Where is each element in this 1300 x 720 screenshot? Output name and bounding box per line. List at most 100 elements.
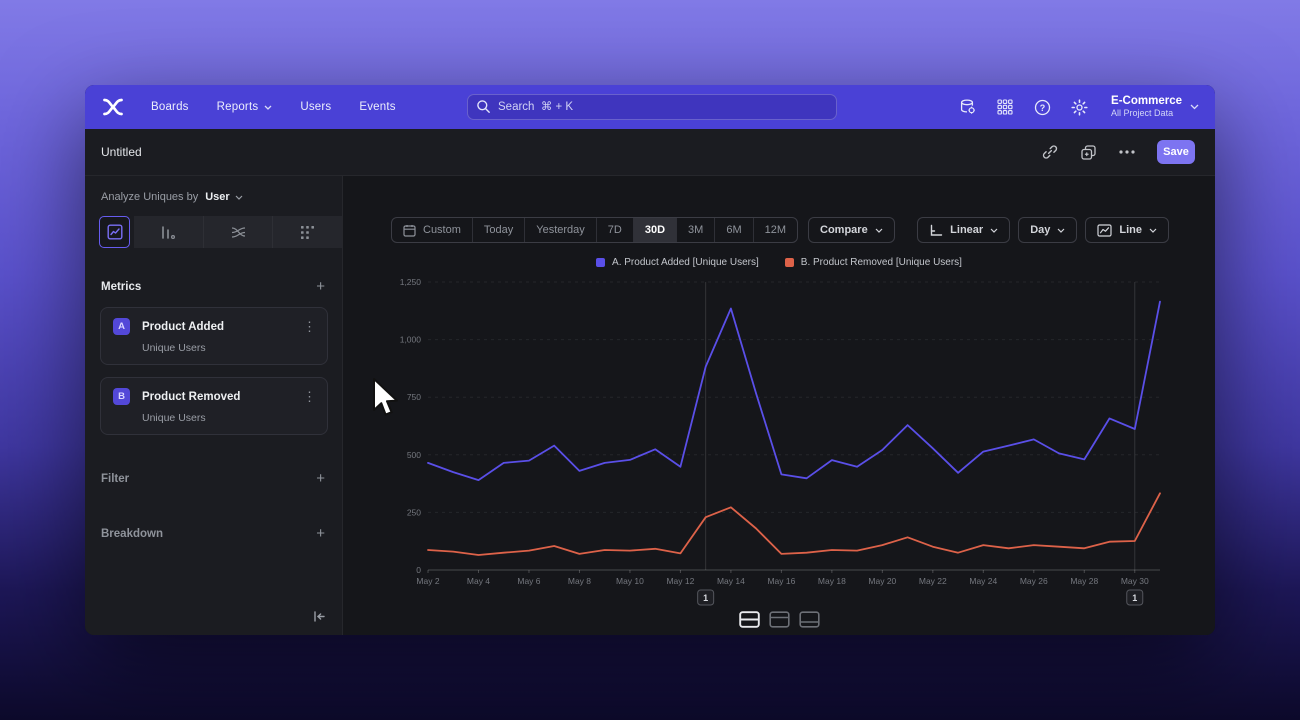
y-axis-label: 750 [407,392,421,402]
metric-card-b[interactable]: B Product Removed ⋮ Unique Users [100,377,328,435]
granularity-dropdown[interactable]: Day [1018,217,1078,243]
report-body: Analyze Uniques by User [85,176,1215,635]
chevron-down-icon [875,228,883,233]
annotation-badge[interactable] [1126,589,1144,606]
chevron-down-icon [235,195,243,200]
annotation-badge[interactable] [697,589,715,606]
chart-toolbar: Custom Today Yesterday 7D 30D 3M 6M 12M … [391,217,1169,243]
legend-swatch [784,258,794,267]
nav-item-events[interactable]: Events [359,101,395,113]
collapse-left-icon [314,611,325,622]
metric-kebab-menu[interactable]: ⋮ [303,388,317,404]
legend-item-a[interactable]: A. Product Added [Unique Users] [596,257,759,268]
line-chart[interactable]: 0 250 500 750 1,000 1,250 1 1 May 2 May 4 May 6 May… [400,275,1180,615]
app-window: Boards Reports Users Events [85,85,1215,635]
nav-item-users[interactable]: Users [300,101,331,113]
legend-item-b[interactable]: B. Product Removed [Unique Users] [784,257,962,268]
nav-item-boards[interactable]: Boards [151,101,189,113]
data-management-icon[interactable] [959,98,977,116]
legend-swatch [596,258,606,267]
tab-flows[interactable] [202,216,273,248]
range-label: Custom [423,224,461,236]
help-icon[interactable]: ? [1033,98,1051,116]
annotation-badge-label: 1 [703,593,708,603]
tab-retention[interactable] [272,216,342,248]
filter-label: Filter [101,472,130,485]
annotation-badge-label: 1 [1132,593,1137,603]
legend-label: B. Product Removed [Unique Users] [800,257,962,268]
range-today[interactable]: Today [471,218,524,242]
x-axis-label: May 6 [517,576,540,586]
search-icon [477,100,490,113]
analyze-uniques-row: Analyze Uniques by User [85,176,342,213]
x-axis-label: May 2 [416,576,439,586]
chevron-down-icon [1149,228,1157,233]
more-options-icon[interactable] [1119,150,1135,154]
range-12m[interactable]: 12M [752,218,797,242]
save-button[interactable]: Save [1157,140,1195,164]
compare-button[interactable]: Compare [808,217,895,243]
settings-gear-icon[interactable] [1070,98,1088,116]
layout-split-active-button[interactable] [738,610,761,629]
series-line[interactable] [427,492,1161,556]
add-breakdown-button[interactable]: + [316,525,325,542]
nav-item-label: Events [359,101,396,113]
chart-style-label: Line [1119,224,1142,236]
range-label: 30D [644,224,666,236]
nav-item-label: Boards [151,101,189,113]
chart-style-dropdown[interactable]: Line [1085,217,1169,243]
layout-medium-button[interactable] [768,610,791,629]
svg-text:?: ? [1039,103,1045,113]
range-6m[interactable]: 6M [714,218,752,242]
range-7d[interactable]: 7D [595,218,633,242]
search-input[interactable] [467,94,837,120]
layout-full-button[interactable] [798,610,821,629]
range-label: 7D [607,224,622,236]
x-axis-label: May 14 [717,576,745,586]
range-30d-active[interactable]: 30D [632,218,677,242]
chevron-down-icon [990,228,998,233]
share-link-icon[interactable] [1042,144,1058,160]
tab-insights-selected[interactable] [99,216,130,248]
chevron-down-icon [1057,228,1065,233]
search-bar [467,94,837,120]
range-label: 12M [764,224,787,236]
granularity-label: Day [1030,224,1051,236]
y-axis-label: 1,000 [400,335,421,345]
range-yesterday[interactable]: Yesterday [524,218,596,242]
apps-grid-icon[interactable] [996,98,1014,116]
metric-kebab-menu[interactable]: ⋮ [303,318,317,334]
navbar-right-actions: ? E-Comme [959,95,1199,119]
x-axis-label: May 26 [1020,576,1048,586]
scale-label: Linear [950,224,984,236]
duplicate-icon[interactable] [1080,144,1097,161]
collapse-sidebar-button[interactable] [312,610,326,623]
chevron-down-icon [264,105,272,110]
chart-legend: A. Product Added [Unique Users] B. Produ… [343,257,1215,268]
x-axis-label: May 28 [1070,576,1098,586]
x-axis-label: May 10 [616,576,644,586]
filter-section-header: Filter + [85,471,342,486]
report-title[interactable]: Untitled [101,145,142,159]
chart-display-controls: Linear Day Line [917,217,1169,243]
linear-axis-icon [930,224,943,236]
analyze-entity-dropdown[interactable]: User [205,191,230,203]
nav-item-reports[interactable]: Reports [217,101,273,113]
range-3m[interactable]: 3M [676,218,714,242]
tab-bar-chart[interactable] [134,216,203,248]
add-filter-button[interactable]: + [316,470,325,487]
x-axis-label: May 30 [1121,576,1149,586]
mixpanel-logo-icon[interactable] [101,95,125,119]
metric-subtitle[interactable]: Unique Users [142,342,206,354]
metric-card-a[interactable]: A Product Added ⋮ Unique Users [100,307,328,365]
top-navbar: Boards Reports Users Events [85,85,1215,129]
add-metric-button[interactable]: + [316,278,325,295]
scale-dropdown[interactable]: Linear [917,217,1011,243]
x-axis-label: May 12 [666,576,694,586]
metric-subtitle[interactable]: Unique Users [142,412,206,424]
range-label: 6M [726,224,742,236]
series-line[interactable] [427,300,1161,482]
project-switcher[interactable]: E-Commerce All Project Data [1111,95,1199,119]
title-actions: Save [1042,140,1195,164]
range-custom[interactable]: Custom [392,218,472,242]
